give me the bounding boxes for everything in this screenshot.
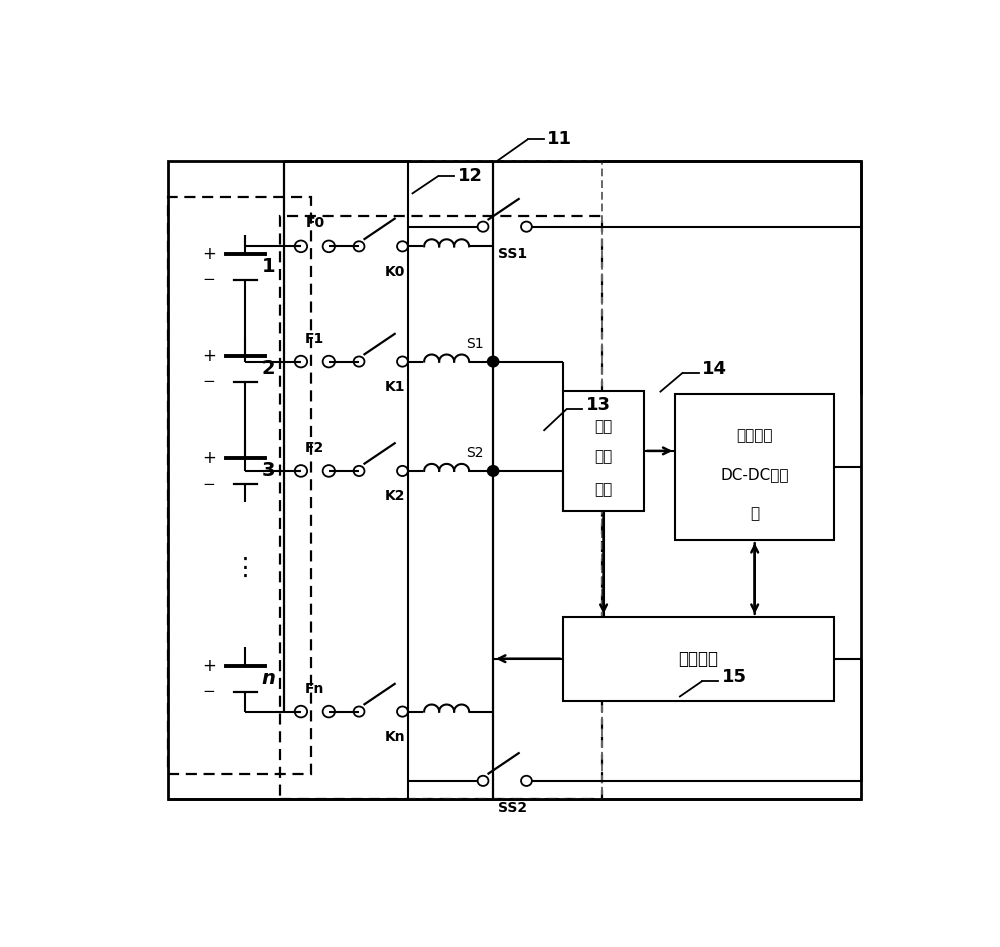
Text: 故障: 故障 bbox=[594, 420, 613, 435]
Text: Kn: Kn bbox=[385, 730, 405, 743]
Bar bbox=[168, 198, 311, 774]
Text: F2: F2 bbox=[305, 441, 324, 455]
Text: −: − bbox=[202, 374, 215, 389]
Text: S1: S1 bbox=[466, 336, 484, 350]
Text: F1: F1 bbox=[305, 331, 324, 346]
Bar bbox=[408, 161, 602, 799]
Circle shape bbox=[488, 466, 499, 476]
Bar bbox=[280, 216, 602, 799]
Text: +: + bbox=[202, 656, 216, 674]
Circle shape bbox=[488, 356, 499, 366]
Text: SS2: SS2 bbox=[498, 801, 527, 815]
Text: Fn: Fn bbox=[305, 682, 325, 695]
Text: 电路: 电路 bbox=[594, 482, 613, 497]
Text: 13: 13 bbox=[586, 396, 611, 415]
Text: S2: S2 bbox=[466, 446, 484, 460]
Text: 11: 11 bbox=[547, 130, 572, 148]
Text: 器: 器 bbox=[750, 507, 759, 522]
Text: +: + bbox=[202, 449, 216, 467]
Text: DC-DC变换: DC-DC变换 bbox=[720, 467, 789, 482]
Text: −: − bbox=[202, 273, 215, 287]
Text: 1: 1 bbox=[262, 258, 275, 277]
Text: 2: 2 bbox=[262, 359, 275, 379]
Text: K2: K2 bbox=[385, 490, 405, 503]
Bar bbox=[168, 161, 861, 799]
Text: −: − bbox=[202, 476, 215, 491]
Text: 控制电路: 控制电路 bbox=[678, 650, 718, 668]
Text: 3: 3 bbox=[262, 461, 275, 480]
Text: F0: F0 bbox=[305, 216, 324, 230]
Text: 12: 12 bbox=[458, 167, 483, 185]
Text: 双向全桥: 双向全桥 bbox=[736, 428, 773, 442]
Bar bbox=[563, 616, 834, 701]
Text: 14: 14 bbox=[702, 360, 727, 378]
Text: n: n bbox=[261, 670, 275, 688]
Text: +: + bbox=[202, 244, 216, 262]
Text: 检测: 检测 bbox=[594, 450, 613, 464]
Text: SS1: SS1 bbox=[498, 247, 527, 261]
Bar bbox=[675, 394, 834, 540]
Text: ⋮: ⋮ bbox=[233, 556, 258, 580]
Text: K0: K0 bbox=[385, 264, 405, 278]
Bar bbox=[563, 391, 644, 511]
Text: K1: K1 bbox=[385, 380, 405, 394]
Text: 15: 15 bbox=[722, 668, 747, 686]
Text: +: + bbox=[202, 347, 216, 365]
Text: −: − bbox=[202, 685, 215, 700]
